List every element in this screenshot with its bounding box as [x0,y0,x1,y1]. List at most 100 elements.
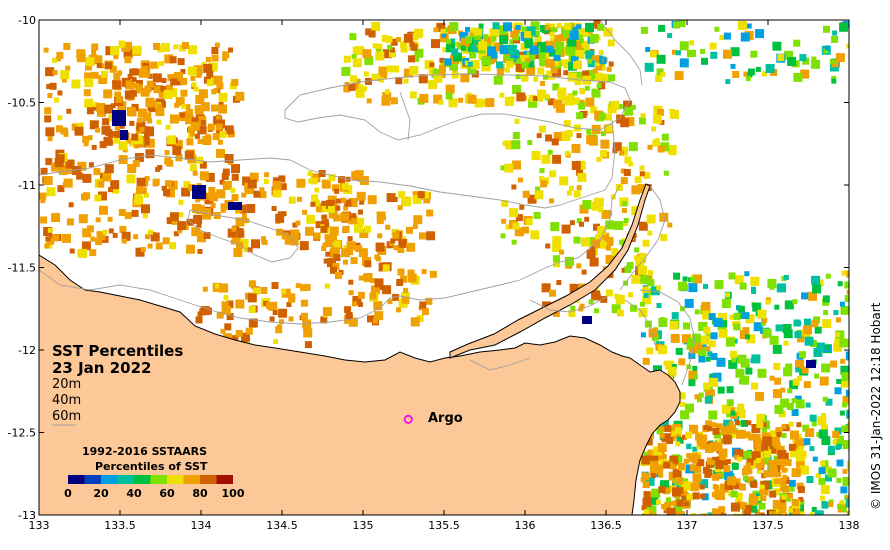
sst-cell [563,59,573,69]
sst-cell [141,204,150,214]
sst-cell [177,228,183,234]
sst-cell [550,66,558,74]
sst-cell [248,306,256,313]
sst-cell [782,492,792,502]
sst-cell [527,194,537,204]
sst-cell [135,247,145,257]
sst-cell [367,195,377,205]
x-tick-label: 138 [839,519,860,532]
sst-cell [791,398,797,403]
legend-tick-100: 100 [222,487,245,500]
sst-cell [43,176,53,185]
sst-cell [789,486,795,492]
sst-cell [580,89,586,95]
sst-cell [600,65,606,71]
sst-cell [52,70,58,75]
sst-cell [763,490,768,496]
sst-cell [549,289,556,297]
sst-cell [782,475,788,480]
sst-cell [586,237,595,247]
sst-cell [783,367,793,377]
sst-cell [500,233,506,239]
sst-cell [145,126,154,136]
sst-cell [413,30,419,36]
sst-cell [190,75,196,81]
sst-cell [824,45,830,51]
sst-cell [155,107,165,117]
sst-cell [272,180,282,190]
sst-cell [692,492,700,500]
sst-cell [195,205,205,215]
sst-cell [620,177,628,185]
land-mass [39,254,681,515]
sst-cell [389,50,396,58]
sst-cell [474,35,482,43]
sst-cell [663,360,669,366]
sst-cell [760,328,766,334]
sst-cell-low [228,202,242,210]
sst-cell [321,246,327,251]
sst-cell [409,91,417,99]
sst-cell [135,84,143,92]
sst-cell [396,279,404,286]
y-tick-label: -12 [18,344,36,357]
percentile-legend: 1992-2016 SSTAARS Percentiles of SST 0 2… [64,445,245,500]
legend-swatch [68,475,85,484]
sst-cell [193,65,203,75]
sst-cell [797,486,805,494]
sst-cell [634,247,640,253]
sst-cell [205,57,211,62]
sst-cell [350,257,358,265]
sst-cell [742,450,752,460]
sst-cell [799,54,807,62]
sst-cell [554,34,562,42]
sst-cell [469,51,477,59]
sst-cell [382,264,390,272]
legend-tick-60: 60 [159,487,175,500]
sst-cell [768,459,778,469]
sst-cell [196,223,202,228]
sst-cell [129,139,137,147]
sst-cell [839,410,845,416]
sst-cell [249,172,259,182]
sst-cell [849,488,854,493]
sst-cell [351,54,357,60]
sst-cell [113,136,121,144]
sst-cell [419,93,429,103]
sst-cell [211,47,219,54]
sst-cell [117,70,123,76]
sst-cell [355,245,363,252]
sst-cell [751,382,759,390]
sst-cell [333,240,341,248]
y-tick-label: -13 [18,509,36,522]
sst-cell [796,446,804,453]
sst-cell [445,43,455,53]
sst-cell [166,135,176,145]
sst-cell [753,433,761,441]
sst-cell [628,292,633,298]
sst-cell [586,69,595,79]
sst-cell [259,187,265,193]
sst-cell [47,227,53,233]
sst-cell [157,165,163,170]
sst-cell [226,313,234,321]
sst-cell [584,85,590,91]
sst-cell [745,76,751,81]
sst-cell [385,224,391,230]
sst-cell [161,78,167,83]
sst-cell [382,285,392,295]
sst-cell [598,49,604,55]
sst-cell [642,357,650,365]
sst-cell [431,39,440,49]
sst-cell [288,316,294,322]
sst-cell [522,226,529,234]
sst-cell [368,30,376,38]
sst-cell [664,424,672,432]
sst-cell [690,513,696,515]
sst-cell [712,473,720,481]
sst-cell [533,211,541,219]
sst-cell [253,190,261,198]
sst-cell [649,50,657,58]
sst-cell [40,216,48,224]
sst-cell [515,25,521,30]
